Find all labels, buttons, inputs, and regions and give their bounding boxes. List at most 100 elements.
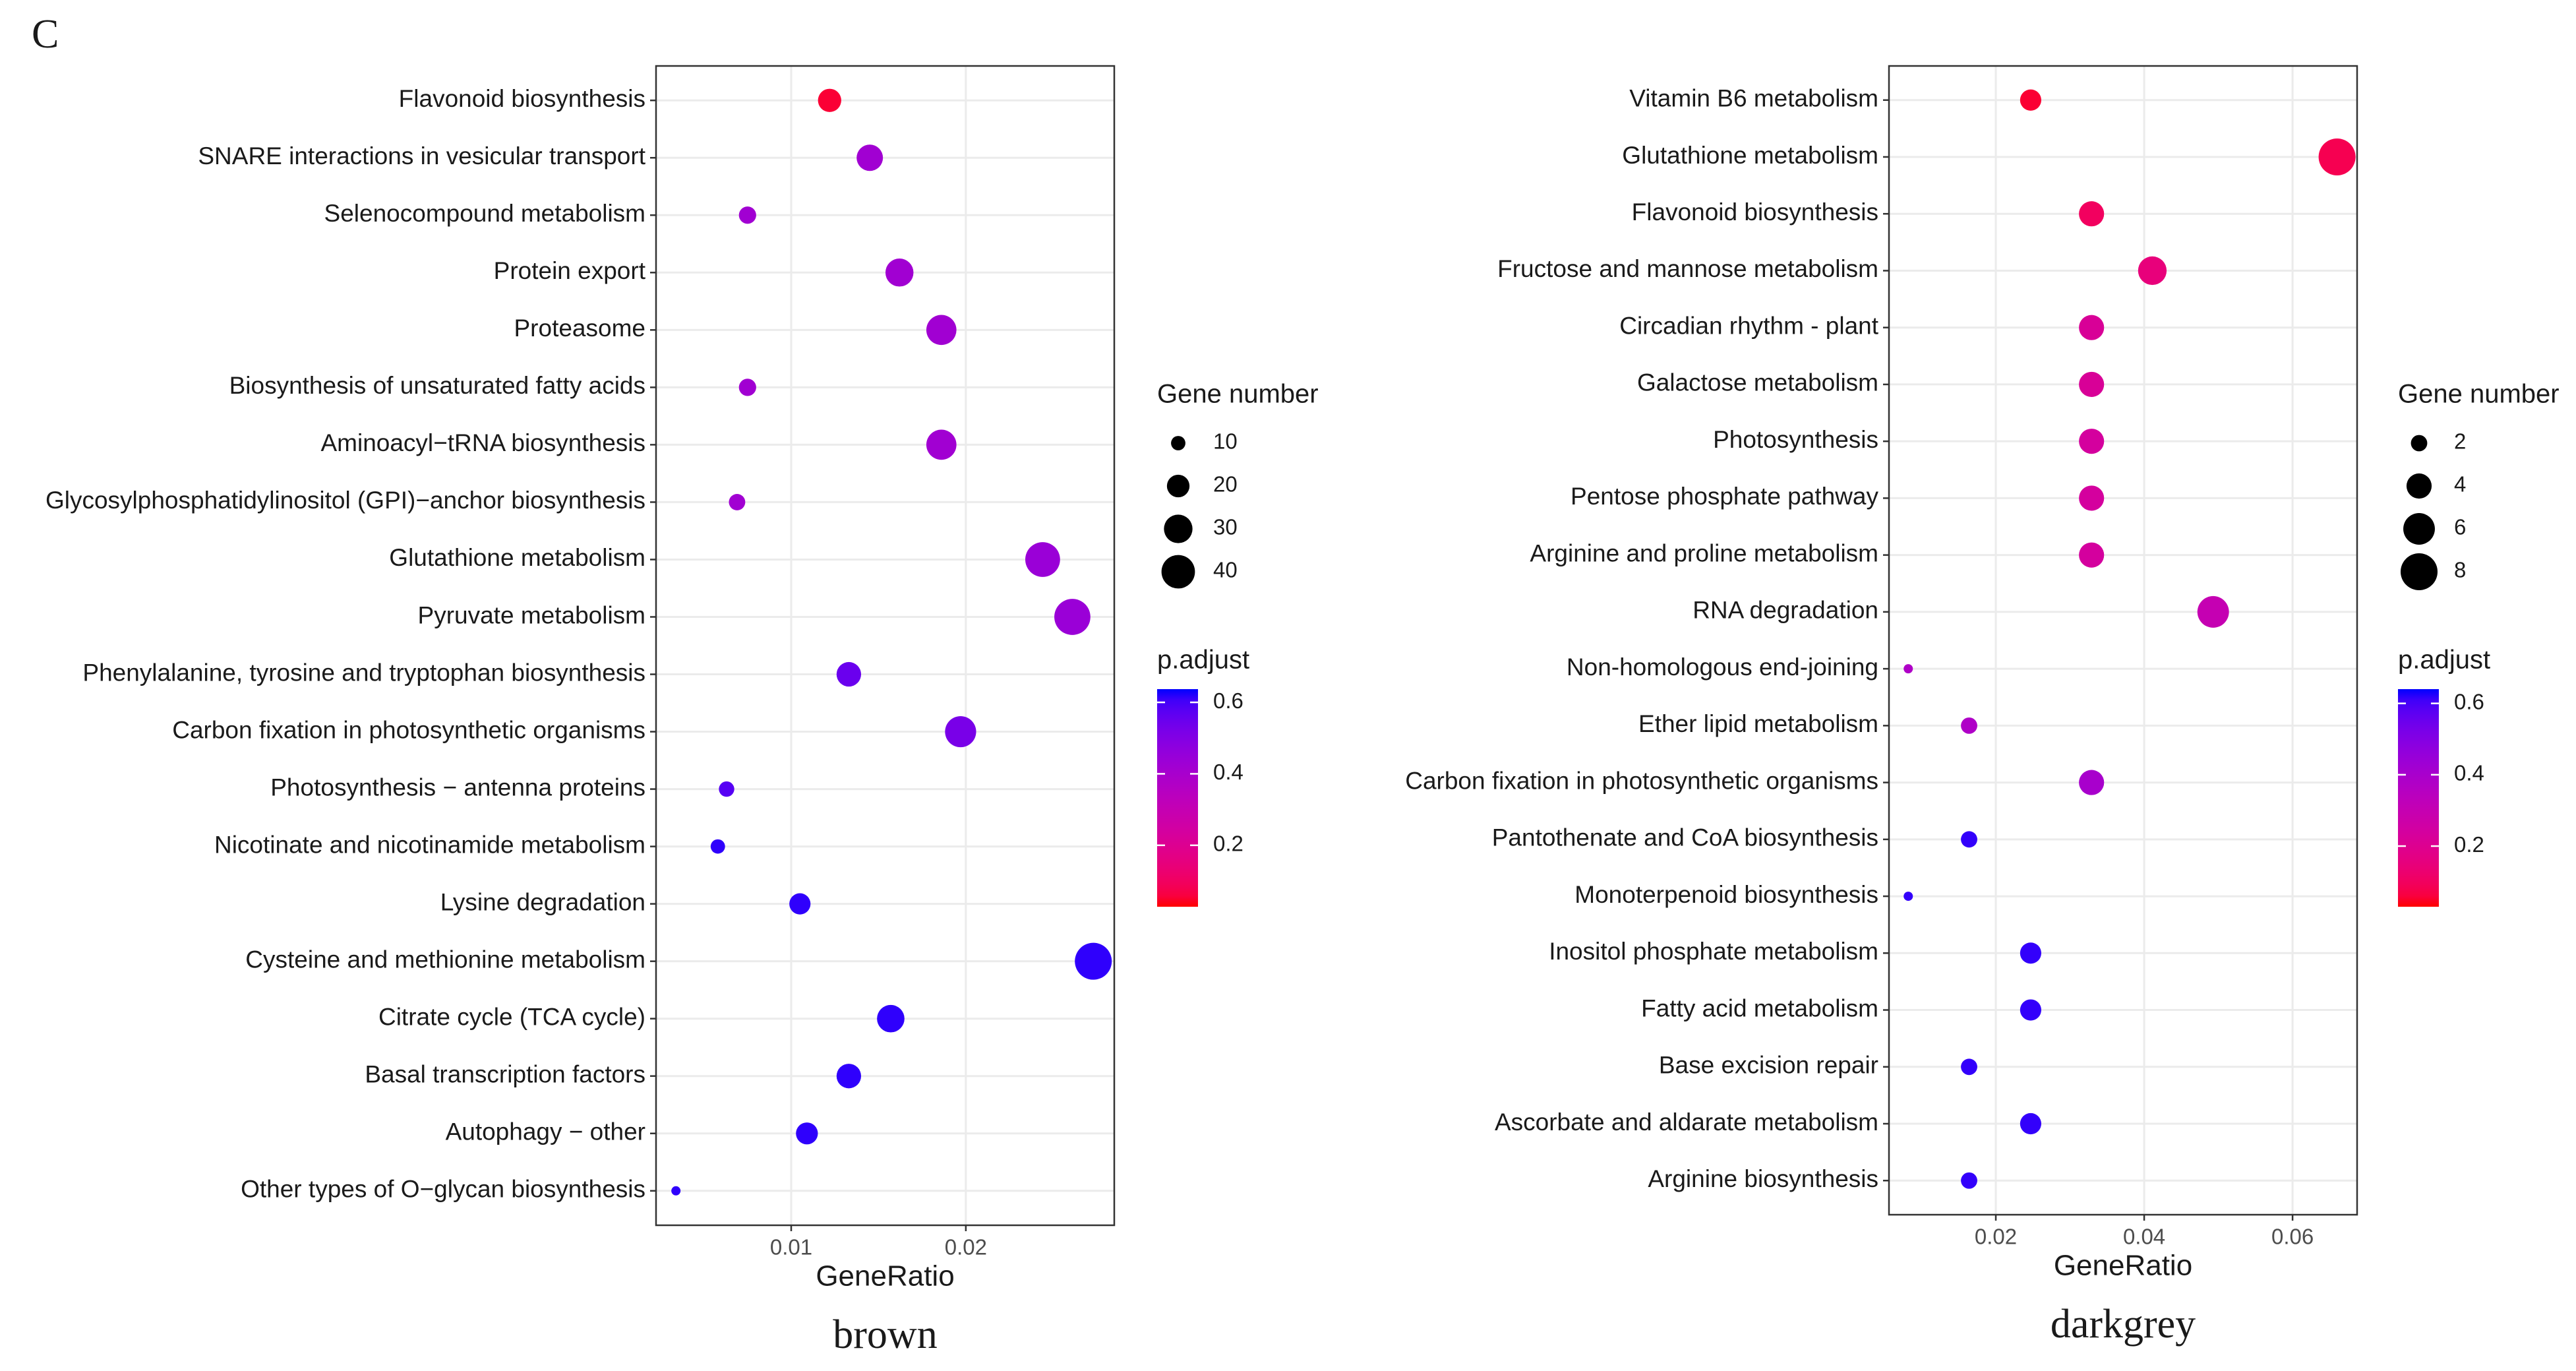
category-label: Pentose phosphate pathway	[1571, 483, 1878, 510]
dot	[818, 88, 841, 112]
category-label: Aminoacyl−tRNA biosynthesis	[320, 429, 645, 456]
dot	[926, 429, 957, 460]
colorbar-label: 0.6	[1213, 688, 1243, 713]
category-label: Lysine degradation	[440, 888, 645, 915]
category-label: Non-homologous end-joining	[1567, 654, 1878, 681]
category-label: Other types of O−glycan biosynthesis	[241, 1176, 645, 1203]
dot	[738, 379, 756, 396]
size-legend-dot	[1171, 436, 1185, 450]
panel-border	[655, 65, 1116, 1227]
category-label: Glutathione metabolism	[389, 544, 645, 571]
caption: darkgrey	[2051, 1302, 2196, 1347]
category-label: Carbon fixation in photosynthetic organi…	[1405, 767, 1878, 794]
category-label: Glycosylphosphatidylinositol (GPI)−ancho…	[45, 487, 645, 514]
category-label: Monoterpenoid biosynthesis	[1574, 881, 1878, 908]
category-label: Ascorbate and aldarate metabolism	[1495, 1109, 1878, 1136]
dot	[2079, 371, 2105, 398]
dot	[1903, 892, 1913, 901]
dot	[2020, 89, 2042, 111]
color-legend-title: p.adjust	[1157, 646, 1249, 675]
size-legend-label: 20	[1213, 472, 1238, 497]
category-label: Protein export	[494, 257, 646, 284]
category-label: Vitamin B6 metabolism	[1629, 85, 1878, 112]
x-tick-label: 0.06	[2271, 1225, 2314, 1249]
category-label: RNA degradation	[1692, 597, 1878, 624]
size-legend-label: 30	[1213, 515, 1238, 539]
size-legend-dot	[1166, 474, 1190, 498]
category-label: Autophagy − other	[446, 1118, 645, 1145]
dot	[738, 206, 756, 224]
x-tick-label: 0.04	[2123, 1225, 2165, 1249]
size-legend-label: 40	[1213, 558, 1238, 582]
category-label: Ether lipid metabolism	[1638, 710, 1878, 737]
dot	[2079, 201, 2105, 227]
category-label: Fructose and mannose metabolism	[1497, 255, 1878, 282]
category-label: Selenocompound metabolism	[324, 200, 645, 227]
dot	[2138, 256, 2167, 286]
dot	[1075, 942, 1112, 980]
size-legend-label: 4	[2454, 472, 2466, 497]
dot	[926, 315, 957, 346]
category-label: Biosynthesis of unsaturated fatty acids	[229, 372, 645, 399]
dot	[877, 1004, 905, 1033]
dot	[796, 1122, 818, 1145]
x-tick-label: 0.02	[1975, 1225, 2017, 1249]
dot	[945, 716, 976, 748]
size-legend-label: 6	[2454, 515, 2466, 539]
category-label: Flavonoid biosynthesis	[1632, 198, 1878, 226]
dot	[2197, 595, 2229, 628]
x-tick-label: 0.01	[770, 1235, 812, 1260]
dot	[2318, 138, 2356, 175]
category-label: Phenylalanine, tyrosine and tryptophan b…	[82, 659, 645, 686]
colorbar	[2398, 689, 2439, 907]
category-label: Citrate cycle (TCA cycle)	[378, 1003, 645, 1030]
dot	[856, 144, 884, 171]
panel-label: C	[32, 12, 59, 57]
dot	[2020, 999, 2042, 1021]
size-legend-dot	[2403, 513, 2435, 545]
dot	[836, 661, 862, 687]
panel-border	[1888, 65, 2358, 1216]
x-tick-label: 0.02	[945, 1235, 987, 1260]
colorbar-label: 0.2	[1213, 832, 1243, 856]
dot	[1961, 717, 1977, 734]
category-label: Fatty acid metabolism	[1641, 994, 1878, 1021]
dot	[2079, 485, 2105, 511]
dot	[2020, 942, 2042, 964]
dot	[1961, 831, 1977, 848]
size-legend-dot	[2411, 435, 2428, 452]
colorbar	[1157, 689, 1198, 907]
size-legend-dot	[1164, 514, 1193, 543]
category-label: Galactose metabolism	[1637, 369, 1878, 396]
size-legend-dot	[2406, 473, 2432, 499]
caption: brown	[833, 1312, 937, 1357]
x-axis-title: GeneRatio	[816, 1260, 954, 1293]
color-legend-title: p.adjust	[2398, 646, 2490, 675]
colorbar-label: 0.4	[1213, 760, 1243, 784]
category-label: Carbon fixation in photosynthetic organi…	[172, 716, 645, 743]
category-label: Photosynthesis − antenna proteins	[270, 774, 645, 801]
dot	[1025, 542, 1060, 577]
dot	[2079, 770, 2105, 795]
category-label: Base excision repair	[1659, 1052, 1878, 1079]
dot	[2079, 542, 2105, 568]
colorbar-label: 0.2	[2454, 832, 2484, 857]
dot	[710, 839, 725, 854]
dot	[2079, 429, 2105, 454]
category-label: Pyruvate metabolism	[418, 601, 645, 628]
category-label: Photosynthesis	[1713, 426, 1878, 453]
dot	[836, 1064, 862, 1089]
size-legend-title: Gene number	[2398, 380, 2560, 409]
dot	[1961, 1058, 1977, 1076]
category-label: Inositol phosphate metabolism	[1549, 938, 1878, 965]
size-legend-label: 2	[2454, 429, 2466, 454]
category-label: Basal transcription factors	[365, 1061, 645, 1088]
dot	[789, 893, 811, 915]
category-label: Cysteine and methionine metabolism	[245, 946, 645, 973]
category-label: Arginine and proline metabolism	[1530, 539, 1878, 566]
x-axis-title: GeneRatio	[2054, 1250, 2192, 1282]
panel-background	[1889, 66, 2357, 1215]
category-label: Pantothenate and CoA biosynthesis	[1492, 824, 1878, 851]
dot	[719, 781, 734, 797]
